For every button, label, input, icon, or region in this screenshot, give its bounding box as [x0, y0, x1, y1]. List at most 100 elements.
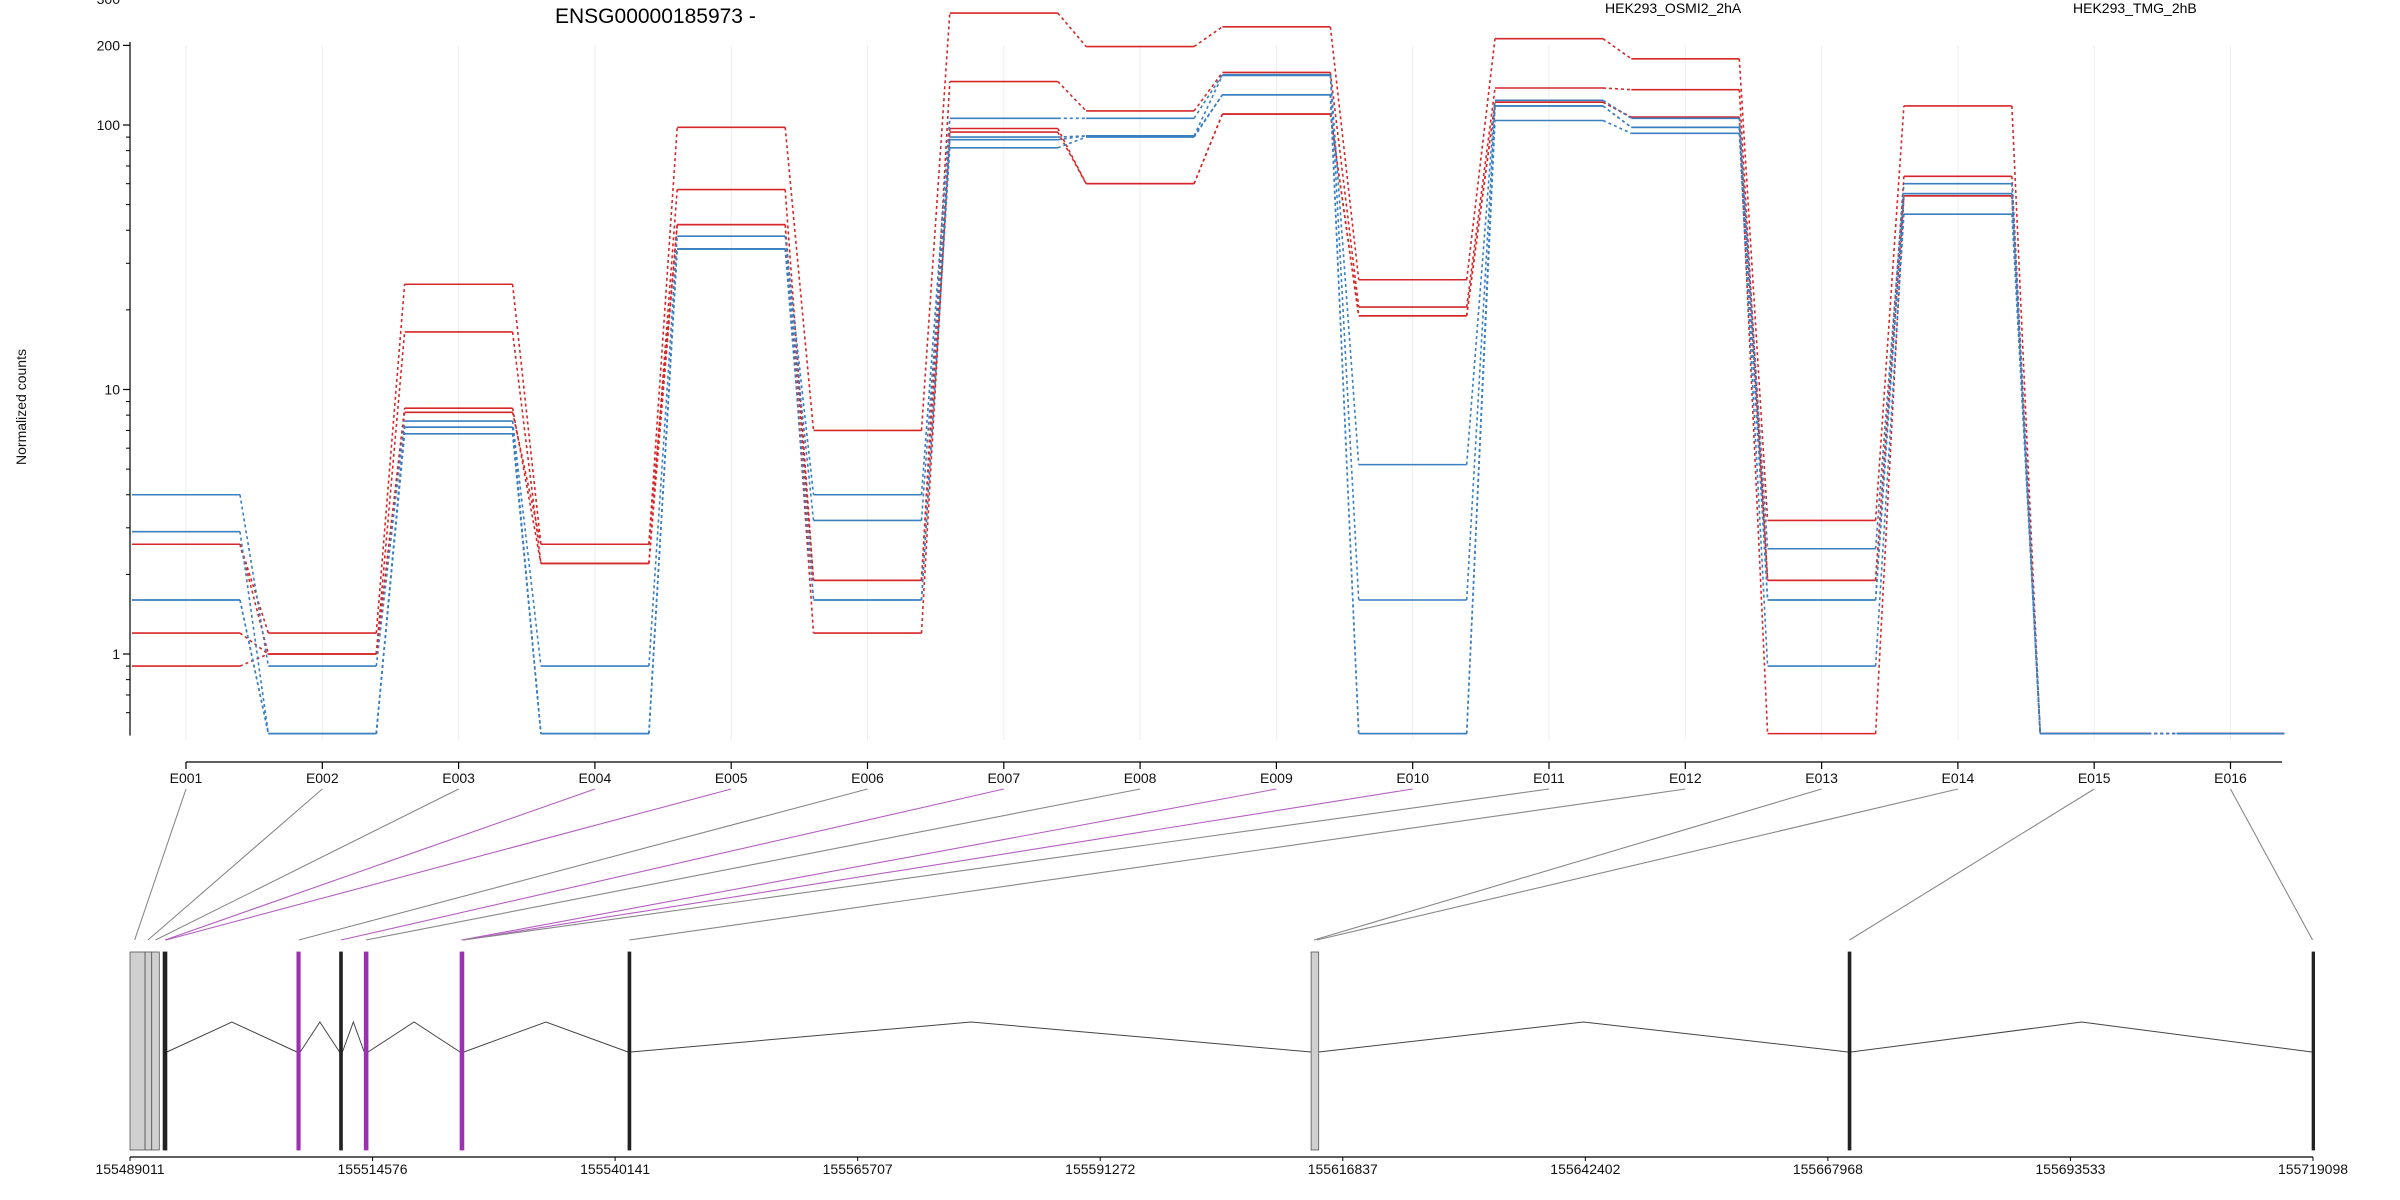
legend-entry-osmi2: HEK293_OSMI2_2hA — [1605, 0, 1742, 16]
series-HEK293_OSMI2_2hA — [132, 71, 2285, 735]
series-connector — [1738, 133, 1769, 667]
x-tick-label: E016 — [2214, 770, 2247, 786]
series-connector — [1602, 38, 1632, 60]
coord-tick-label: 155540141 — [580, 1161, 650, 1177]
gene-model-track — [129, 951, 2315, 1151]
series-connector — [375, 427, 406, 734]
series-connector — [1329, 74, 1360, 465]
y-tick-label: 300 — [97, 0, 121, 7]
coord-tick-label: 155565707 — [823, 1161, 893, 1177]
series-connector — [1057, 135, 1087, 138]
series-connector — [511, 284, 542, 545]
series-connector — [375, 284, 406, 634]
gridlines — [185, 45, 2231, 740]
exon-block — [151, 951, 160, 1151]
genomic-coordinate-axis: 155489011 155514576 155540141 155565707 1555… — [95, 1156, 2348, 1177]
series-connector — [1193, 71, 1224, 112]
series-connector — [1602, 87, 1632, 91]
series-connector — [1193, 26, 1223, 48]
series-connector — [1602, 99, 1632, 119]
series-HEK293_TMG_2hB — [132, 94, 2285, 735]
y-axis-label: Normalized counts — [13, 349, 29, 465]
bin-link — [147, 788, 323, 941]
intron — [299, 1021, 340, 1053]
series-connector — [1465, 100, 1496, 465]
exon-block — [162, 951, 168, 1151]
series-connector — [920, 12, 951, 431]
exon-block — [363, 951, 369, 1151]
bin-link — [1316, 788, 1959, 941]
series-connector — [1738, 89, 1769, 581]
intron — [341, 1020, 365, 1053]
x-tick-label: E011 — [1533, 770, 1565, 786]
coord-tick-label: 155667968 — [1793, 1161, 1863, 1177]
x-tick-label: E007 — [987, 770, 1020, 786]
series-connector — [1602, 101, 1632, 118]
series-connector — [1057, 80, 1087, 112]
series-connector — [2011, 193, 2041, 734]
exon-block — [1847, 951, 1852, 1151]
series-connector — [1874, 183, 1905, 549]
bin-link — [462, 788, 1413, 941]
intron — [1318, 1021, 1849, 1053]
series-connector — [648, 248, 678, 734]
coord-tick-label: 155591272 — [1065, 1161, 1135, 1177]
series-connector — [1738, 118, 1769, 549]
bin-link — [366, 788, 1141, 941]
series-connector — [1057, 135, 1087, 141]
y-axis: 1 10 100 200 300 — [97, 0, 131, 736]
series-connector — [239, 599, 270, 734]
series-connector — [648, 224, 678, 545]
series-connector — [1874, 214, 1905, 667]
series-connector — [511, 420, 542, 667]
bin-link — [629, 788, 1686, 941]
series-connector — [1057, 128, 1087, 185]
exon-block — [339, 951, 343, 1151]
series-connector — [1057, 12, 1087, 48]
series-connector — [920, 137, 951, 521]
x-axis-exon-bins: E001 E002 E003 E004 E005 E006 E007 E008 E009 E010… — [170, 761, 2282, 786]
series-connector — [1193, 113, 1224, 184]
series-connector — [1738, 117, 1769, 734]
series-connector — [1329, 72, 1360, 308]
series-connector — [784, 236, 815, 495]
series-connector — [1329, 113, 1360, 316]
x-tick-label: E005 — [715, 770, 748, 786]
series-connector — [1057, 136, 1087, 149]
exon-block — [144, 951, 153, 1151]
y-tick-label: 100 — [97, 117, 121, 133]
bin-link — [165, 788, 732, 941]
x-tick-label: E002 — [306, 770, 339, 786]
series-connector — [375, 331, 406, 655]
series-connector — [648, 224, 678, 564]
series-connector — [1738, 58, 1769, 521]
series-connector — [1602, 101, 1632, 118]
exon-block — [2311, 951, 2315, 1151]
x-tick-label: E008 — [1124, 770, 1157, 786]
series-connector — [920, 118, 951, 495]
series-connector — [375, 420, 406, 667]
y-tick-label: 10 — [104, 382, 120, 398]
bin-link — [2230, 788, 2314, 941]
exon-block — [459, 951, 465, 1151]
series-connector — [511, 331, 542, 564]
series-connector — [375, 412, 406, 655]
coord-tick-label: 155514576 — [338, 1161, 408, 1177]
series-connector — [1465, 105, 1496, 734]
series-connector — [1193, 75, 1224, 137]
bin-link — [1849, 788, 2095, 941]
bin-link — [134, 788, 187, 941]
x-tick-label: E006 — [851, 770, 884, 786]
x-tick-label: E010 — [1396, 770, 1429, 786]
bin-link — [340, 788, 1004, 941]
bin-link — [155, 788, 459, 941]
intron — [463, 1021, 629, 1053]
series-connector — [1193, 74, 1224, 119]
intron — [166, 1021, 298, 1053]
series-HEK293_TMG_2hB — [132, 94, 2285, 735]
series-connector — [1329, 94, 1360, 734]
bin-link — [298, 788, 868, 941]
series-connector — [648, 127, 678, 545]
series-HEK293_TMG_2hB — [132, 73, 2285, 735]
coord-tick-label: 155693533 — [2035, 1161, 2105, 1177]
